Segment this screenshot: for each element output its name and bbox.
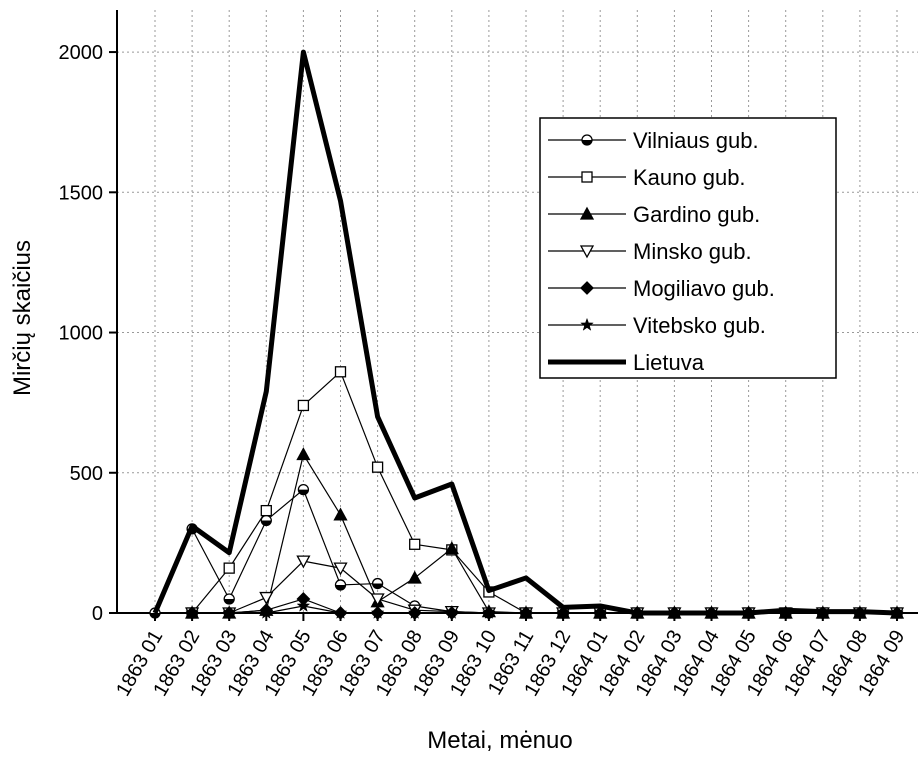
- marker: [333, 562, 348, 576]
- marker: [593, 605, 608, 619]
- marker: [579, 245, 595, 259]
- y-tick-label: 2000: [59, 42, 104, 64]
- legend-label: Gardino gub.: [633, 202, 760, 227]
- marker: [296, 555, 311, 569]
- marker: [259, 605, 274, 619]
- marker: [444, 605, 459, 619]
- legend-item: Lietuva: [548, 350, 705, 375]
- legend-label: Lietuva: [633, 350, 705, 375]
- marker-part: [582, 140, 592, 145]
- marker: [581, 171, 593, 183]
- marker: [185, 605, 200, 619]
- marker: [581, 134, 593, 146]
- marker: [407, 605, 422, 619]
- series-line: [152, 49, 898, 616]
- marker: [556, 605, 571, 619]
- legend-item: Vilniaus gub.: [548, 128, 759, 153]
- marker: [259, 591, 274, 605]
- marker-part: [224, 598, 235, 604]
- legend-item: Vitebsko gub.: [548, 313, 766, 338]
- legend-item: Mogiliavo gub.: [548, 276, 775, 301]
- y-tick-label: 500: [70, 463, 103, 485]
- marker-part: [261, 520, 272, 526]
- y-tick-label: 0: [92, 603, 103, 625]
- y-axis-label: Mirčių skaičius: [9, 240, 36, 396]
- legend-label: Kauno gub.: [633, 165, 746, 190]
- marker: [409, 538, 421, 550]
- marker-part: [335, 584, 346, 590]
- marker: [371, 577, 384, 590]
- marker-part: [150, 613, 160, 618]
- y-tick-label: 1500: [59, 182, 104, 204]
- marker: [333, 605, 348, 619]
- series-line: [192, 560, 897, 614]
- marker: [371, 461, 384, 473]
- marker: [260, 504, 272, 517]
- marker: [222, 605, 237, 619]
- marker: [579, 206, 595, 220]
- x-axis-label: Metai, mėnuo: [427, 727, 572, 754]
- marker: [223, 593, 235, 605]
- marker: [223, 562, 235, 574]
- marker: [519, 605, 533, 619]
- legend-label: Minsko gub.: [633, 239, 752, 264]
- marker: [297, 483, 310, 496]
- legend-label: Vilniaus gub.: [633, 128, 759, 153]
- marker: [444, 541, 459, 555]
- marker: [407, 570, 422, 584]
- marker: [334, 579, 347, 591]
- marker: [333, 507, 348, 521]
- marker: [370, 593, 385, 607]
- marker: [296, 598, 311, 612]
- marker-part: [372, 583, 383, 589]
- marker: [296, 447, 311, 461]
- marker: [580, 281, 594, 295]
- marker: [297, 399, 310, 412]
- legend-label: Mogiliavo gub.: [633, 276, 775, 301]
- series-line: [192, 453, 897, 614]
- y-tick-label: 1000: [59, 323, 104, 345]
- legend-item: Kauno gub.: [548, 165, 746, 190]
- marker: [580, 317, 594, 331]
- marker: [481, 605, 496, 619]
- legend-item: Gardino gub.: [548, 202, 760, 227]
- legend-label: Vitebsko gub.: [633, 313, 766, 338]
- marker: [334, 366, 347, 378]
- legend-item: Minsko gub.: [548, 239, 752, 264]
- marker: [370, 605, 385, 619]
- marker-part: [298, 489, 309, 495]
